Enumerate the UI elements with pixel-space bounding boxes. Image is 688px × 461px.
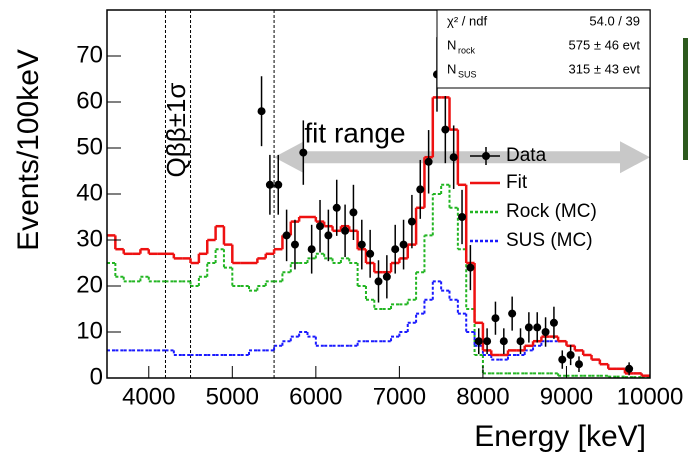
x-tick-label: 4000 xyxy=(122,383,175,410)
data-point xyxy=(466,263,475,272)
data-point xyxy=(558,355,567,364)
data-point xyxy=(458,213,467,221)
data-point xyxy=(566,351,575,359)
data-point xyxy=(316,222,325,231)
data-point xyxy=(265,180,274,189)
histogram-riser xyxy=(114,97,643,376)
x-tick-label: 10000 xyxy=(617,383,684,410)
data-point xyxy=(399,240,408,249)
data-point xyxy=(382,272,391,281)
stat-label: N xyxy=(447,37,456,52)
y-tick-label: 0 xyxy=(90,363,103,390)
data-point xyxy=(625,364,634,373)
stat-box xyxy=(436,9,651,89)
x-tick-label: 9000 xyxy=(540,383,593,410)
data-point xyxy=(441,125,450,134)
y-tick-label: 60 xyxy=(76,87,103,114)
legend-label: Fit xyxy=(506,172,528,193)
data-point xyxy=(357,240,366,249)
data-point xyxy=(474,337,483,346)
data-point xyxy=(416,185,425,194)
data-point xyxy=(407,217,416,226)
stat-subscript: rock xyxy=(458,45,476,55)
x-tick-label: 8000 xyxy=(456,383,509,410)
stat-subscript: SUS xyxy=(458,69,477,79)
y-axis-title: Events/100keV xyxy=(12,49,45,251)
histogram-riser xyxy=(114,184,643,378)
x-tick-label: 7000 xyxy=(373,383,426,410)
cropped-image-edge xyxy=(683,38,688,160)
data-point xyxy=(574,360,583,369)
data-point xyxy=(299,148,308,157)
x-tick-label: 5000 xyxy=(206,383,259,410)
data-point xyxy=(274,180,283,189)
data-point xyxy=(391,245,400,254)
data-point xyxy=(533,323,542,332)
data-point xyxy=(307,245,316,254)
data-point xyxy=(508,309,517,318)
stat-value: 315 ± 43 evt xyxy=(569,61,641,76)
y-tick-label: 30 xyxy=(76,225,103,252)
data-point xyxy=(349,208,358,217)
data-point xyxy=(341,226,350,235)
stat-label: N xyxy=(447,61,456,76)
data-point xyxy=(499,337,508,346)
y-tick-label: 20 xyxy=(76,271,103,298)
data-point xyxy=(524,323,533,332)
data-point xyxy=(257,107,266,116)
legend-label: Rock (MC) xyxy=(506,201,597,222)
data-point xyxy=(424,157,433,166)
data-point xyxy=(516,337,525,346)
data-point xyxy=(366,249,375,258)
y-tick-label: 40 xyxy=(76,179,103,206)
y-tick-label: 50 xyxy=(76,133,103,160)
y-tick-label: 10 xyxy=(76,317,103,344)
x-axis-title: Energy [keV] xyxy=(474,420,646,453)
data-point xyxy=(332,203,341,212)
x-tick-label: 6000 xyxy=(289,383,342,410)
data-point xyxy=(483,337,492,346)
data-point xyxy=(290,240,299,249)
fit-range-label: fit range xyxy=(304,118,405,149)
stat-value: 575 ± 46 evt xyxy=(569,37,641,52)
legend-label: SUS (MC) xyxy=(506,230,593,251)
q-label: Qββ±1σ xyxy=(161,83,191,178)
data-point xyxy=(549,318,558,327)
legend-marker xyxy=(482,152,490,160)
data-point xyxy=(374,277,383,286)
stat-value: 54.0 / 39 xyxy=(589,13,640,28)
data-point xyxy=(491,314,500,323)
data-point xyxy=(449,153,458,162)
y-tick-label: 70 xyxy=(76,41,103,68)
fit-range-arrow xyxy=(274,141,650,174)
data-point xyxy=(324,231,333,240)
stat-label: χ² / ndf xyxy=(447,13,487,28)
legend-label: Data xyxy=(506,145,547,166)
data-point xyxy=(282,231,291,240)
data-point xyxy=(541,328,550,336)
